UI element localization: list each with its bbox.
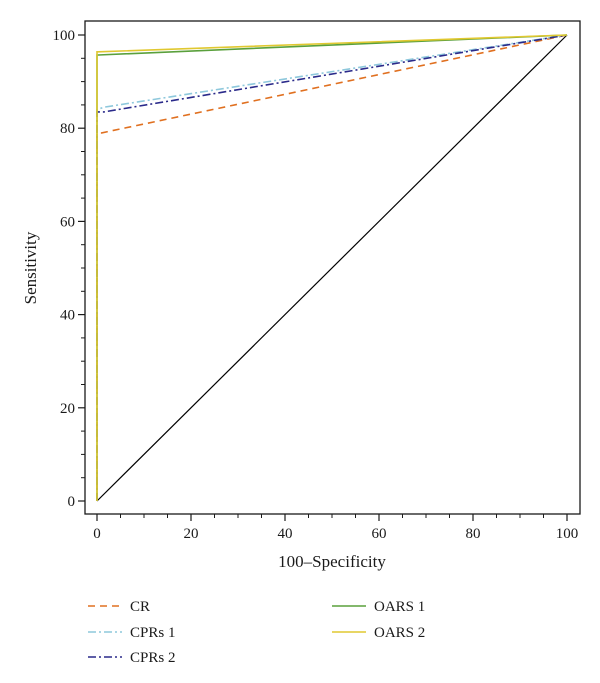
x-axis: 0 20 40 60 80 100 xyxy=(93,514,578,542)
y-tick-label: 40 xyxy=(60,308,75,324)
x-tick-label: 60 xyxy=(372,526,387,542)
diagonal-reference-line xyxy=(96,34,568,502)
y-tick-label: 80 xyxy=(60,121,75,137)
y-tick-label: 100 xyxy=(53,28,76,44)
x-tick-label: 40 xyxy=(278,526,293,542)
legend-label: CPRs 2 xyxy=(130,650,175,666)
legend-label: OARS 2 xyxy=(374,625,425,641)
series-line-5 xyxy=(96,34,568,501)
x-tick-label: 0 xyxy=(93,526,101,542)
y-axis: 0 20 40 60 80 100 xyxy=(53,28,85,510)
y-tick-label: 20 xyxy=(60,401,75,417)
x-tick-label: 20 xyxy=(184,526,199,542)
legend-label: CR xyxy=(130,599,150,615)
y-tick-label: 0 xyxy=(68,494,76,510)
legend-label: OARS 1 xyxy=(374,599,425,615)
x-tick-label: 100 xyxy=(556,526,579,542)
series-layer xyxy=(96,34,568,501)
legend: CR CPRs 1 CPRs 2 OARS 1 OARS 2 xyxy=(88,599,425,666)
legend-label: CPRs 1 xyxy=(130,625,175,641)
x-axis-title: 100–Specificity xyxy=(278,552,386,571)
reference-line-layer xyxy=(96,34,568,502)
y-tick-label: 60 xyxy=(60,214,75,230)
x-tick-label: 80 xyxy=(466,526,481,542)
y-axis-title: Sensitivity xyxy=(21,231,40,304)
